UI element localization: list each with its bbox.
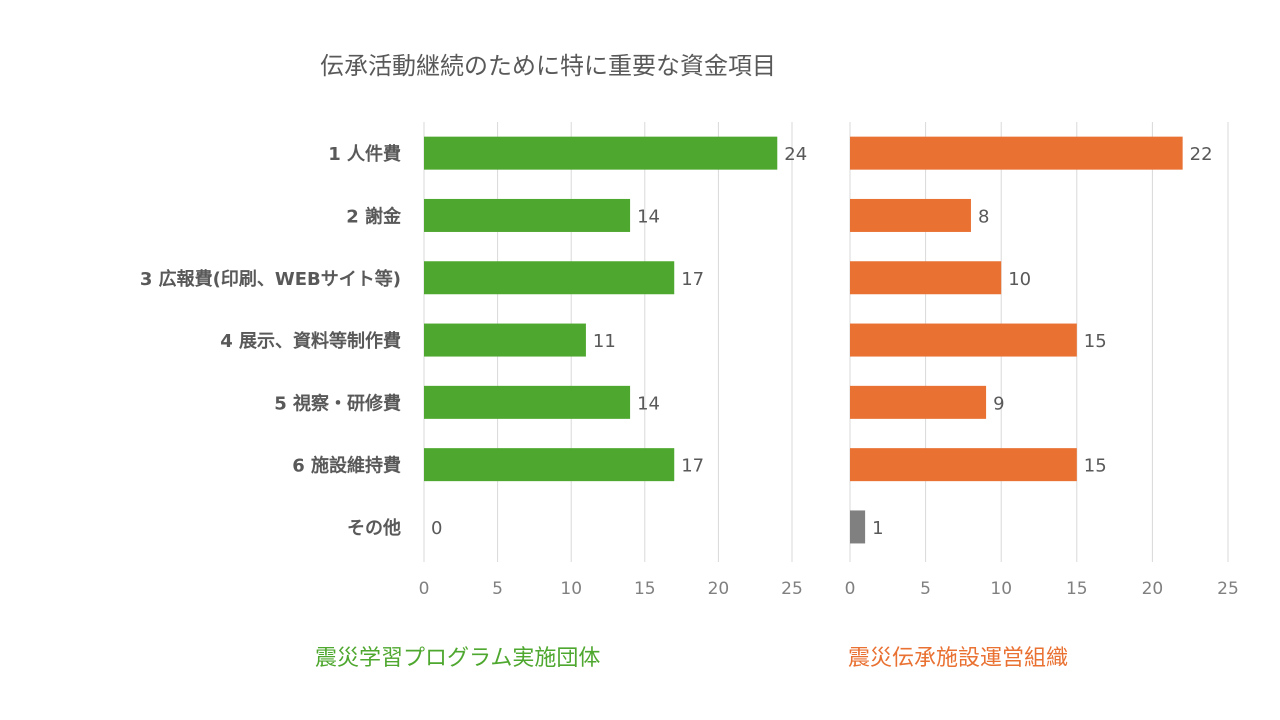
data-label: 22 — [1190, 144, 1213, 165]
bar — [424, 136, 778, 170]
category-label: 3 広報費(印刷、WEBサイト等) — [140, 268, 401, 290]
bar — [424, 323, 586, 357]
x-tick-label: 0 — [845, 579, 856, 599]
bar — [850, 323, 1077, 357]
x-tick-label: 15 — [634, 579, 656, 599]
bar — [424, 385, 631, 419]
data-label: 17 — [681, 456, 704, 477]
bar — [850, 198, 971, 232]
bar — [424, 448, 675, 482]
series-label: 震災伝承施設運営組織 — [848, 646, 1068, 671]
category-label: 2 謝金 — [346, 205, 402, 227]
bar — [424, 261, 675, 295]
data-label: 0 — [431, 518, 442, 539]
data-label: 8 — [978, 206, 989, 227]
x-tick-label: 0 — [419, 579, 430, 599]
x-tick-label: 5 — [920, 579, 931, 599]
panel-facility-operators: 0 5 10 15 20 25 22 8 10 15 9 15 1 震災伝承施設運営組織 — [845, 122, 1239, 671]
category-label: その他 — [347, 517, 401, 539]
x-tick-label: 25 — [1217, 579, 1239, 599]
series-label: 震災学習プログラム実施団体 — [315, 646, 600, 671]
bar — [850, 136, 1183, 170]
panel-learning-program: 0 5 10 15 20 25 24 14 17 11 14 17 0 震災学習プログラム実施団体 — [315, 122, 807, 671]
chart-title: 伝承活動継続のために特に重要な資金項目 — [320, 52, 776, 80]
x-tick-label: 15 — [1066, 579, 1088, 599]
data-label: 14 — [637, 393, 660, 414]
x-tick-label: 25 — [781, 579, 803, 599]
x-tick-label: 20 — [708, 579, 730, 599]
category-label: 5 視察・研修費 — [274, 392, 401, 414]
data-label: 14 — [637, 206, 660, 227]
bar — [850, 261, 1002, 295]
category-label: 1 人件費 — [328, 143, 401, 165]
data-label: 17 — [681, 269, 704, 290]
data-label: 15 — [1084, 331, 1107, 352]
data-label: 9 — [993, 393, 1004, 414]
data-label: 24 — [784, 144, 807, 165]
x-tick-label: 5 — [492, 579, 503, 599]
data-label: 15 — [1084, 456, 1107, 477]
bar — [424, 198, 631, 232]
category-label: 6 施設維持費 — [292, 455, 401, 477]
data-label: 10 — [1008, 269, 1031, 290]
bar — [850, 385, 987, 419]
bar — [850, 448, 1077, 482]
category-label: 4 展示、資料等制作費 — [220, 330, 401, 352]
data-label: 1 — [872, 518, 883, 539]
category-labels: 1 人件費 2 謝金 3 広報費(印刷、WEBサイト等) 4 展示、資料等制作費 5 視… — [140, 143, 402, 539]
x-tick-label: 20 — [1142, 579, 1164, 599]
x-tick-label: 10 — [990, 579, 1012, 599]
bar — [850, 510, 866, 544]
data-label: 11 — [593, 331, 616, 352]
x-tick-label: 10 — [560, 579, 582, 599]
